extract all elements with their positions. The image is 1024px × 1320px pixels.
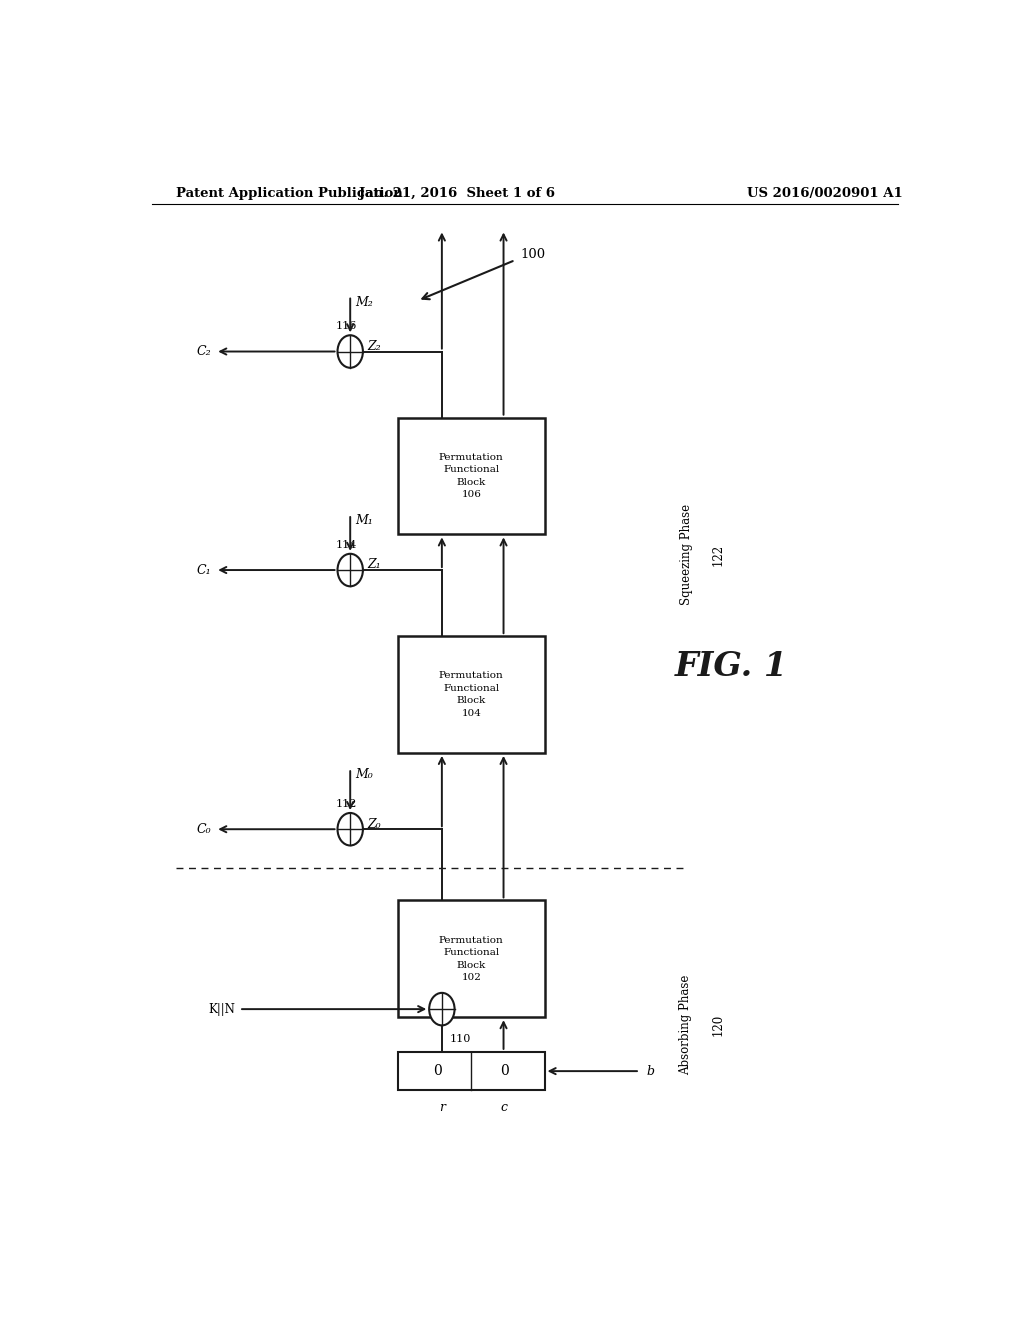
Circle shape	[338, 554, 362, 586]
Text: b: b	[646, 1065, 654, 1077]
Text: Patent Application Publication: Patent Application Publication	[176, 187, 402, 199]
Bar	[397, 417, 545, 535]
Text: K||N: K||N	[208, 1003, 236, 1015]
Text: Permutation
Functional
Block
106: Permutation Functional Block 106	[439, 453, 504, 499]
Text: Permutation
Functional
Block
102: Permutation Functional Block 102	[439, 936, 504, 982]
Text: Z₂: Z₂	[368, 341, 381, 352]
Text: 100: 100	[521, 248, 546, 261]
Text: Squeezing Phase: Squeezing Phase	[680, 504, 692, 606]
Text: M₀: M₀	[355, 768, 373, 781]
Text: r: r	[439, 1101, 444, 1114]
Text: US 2016/0020901 A1: US 2016/0020901 A1	[748, 187, 903, 199]
Text: Permutation
Functional
Block
104: Permutation Functional Block 104	[439, 672, 504, 718]
Text: C₀: C₀	[197, 822, 211, 836]
Text: 114: 114	[336, 540, 357, 549]
Circle shape	[429, 993, 455, 1026]
Text: FIG. 1: FIG. 1	[675, 651, 787, 684]
Text: Z₁: Z₁	[368, 558, 381, 572]
Text: C₁: C₁	[197, 564, 211, 577]
Text: c: c	[500, 1101, 507, 1114]
Text: Absorbing Phase: Absorbing Phase	[680, 974, 692, 1074]
Text: Jan. 21, 2016  Sheet 1 of 6: Jan. 21, 2016 Sheet 1 of 6	[359, 187, 555, 199]
Bar	[397, 636, 545, 752]
Text: 0: 0	[501, 1064, 509, 1078]
Text: 122: 122	[712, 544, 724, 566]
Text: 0: 0	[433, 1064, 441, 1078]
Text: M₂: M₂	[355, 296, 373, 309]
Text: 116: 116	[336, 321, 357, 331]
Circle shape	[338, 335, 362, 368]
Text: C₂: C₂	[197, 345, 211, 358]
Bar	[397, 1052, 545, 1090]
Text: 110: 110	[450, 1034, 471, 1044]
Text: 120: 120	[712, 1014, 724, 1036]
Text: M₁: M₁	[355, 515, 373, 527]
Text: Z₀: Z₀	[368, 817, 381, 830]
Circle shape	[338, 813, 362, 846]
Text: 112: 112	[336, 799, 357, 809]
Bar	[397, 900, 545, 1018]
